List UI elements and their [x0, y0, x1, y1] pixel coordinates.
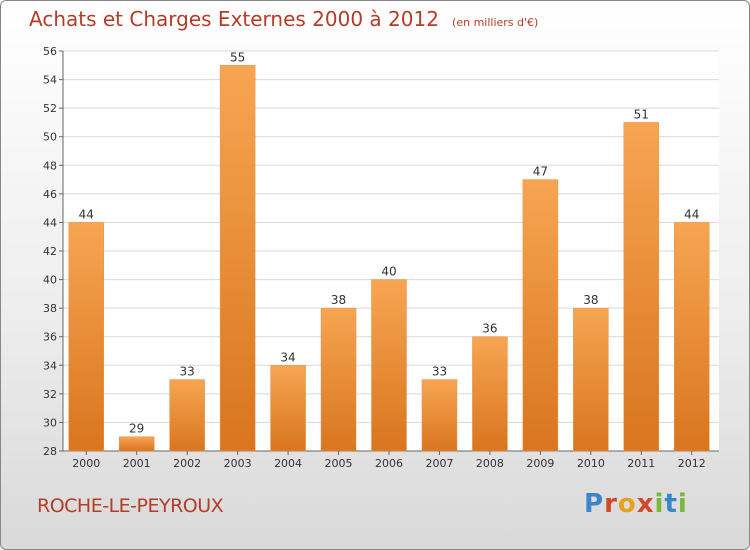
y-tick-label: 28: [43, 445, 57, 458]
y-tick-label: 48: [43, 159, 57, 172]
data-label: 33: [432, 365, 447, 379]
y-tick-label: 44: [43, 216, 57, 229]
y-tick-label: 36: [43, 331, 57, 344]
logo-letter: t: [664, 489, 678, 519]
data-label: 34: [280, 350, 295, 364]
x-tick-label: 2005: [325, 457, 353, 470]
chart-subtitle: (en milliers d'€): [452, 16, 539, 29]
data-label: 44: [79, 207, 94, 221]
y-tick-label: 50: [43, 131, 57, 144]
x-tick-label: 2007: [425, 457, 453, 470]
data-label: 38: [583, 293, 598, 307]
y-tick-label: 52: [43, 102, 57, 115]
logo-letter: i: [654, 489, 665, 519]
y-tick-label: 40: [43, 274, 57, 287]
y-tick-label: 34: [43, 359, 57, 372]
commune-name: ROCHE-LE-PEYROUX: [37, 495, 224, 517]
data-label: 40: [381, 265, 396, 279]
bar: [219, 65, 256, 452]
y-tick-label: 54: [43, 74, 57, 87]
y-tick-label: 38: [43, 302, 57, 315]
x-tick-label: 2011: [627, 457, 655, 470]
x-tick-label: 2000: [72, 457, 100, 470]
y-tick-label: 30: [43, 416, 57, 429]
data-label: 44: [684, 207, 699, 221]
y-tick-label: 32: [43, 388, 57, 401]
y-tick-label: 56: [43, 45, 57, 58]
data-label: 38: [331, 293, 346, 307]
data-label: 51: [634, 107, 649, 121]
bar: [169, 379, 205, 452]
proxiti-logo: Proxiti: [584, 489, 688, 519]
x-tick-label: 2009: [526, 457, 554, 470]
bar: [421, 379, 458, 452]
data-label: 36: [482, 322, 497, 336]
bar: [118, 436, 155, 452]
bar: [522, 179, 559, 452]
x-tick-label: 2010: [577, 457, 605, 470]
bar: [371, 279, 407, 452]
data-label: 33: [180, 365, 195, 379]
x-tick-label: 2002: [173, 457, 201, 470]
bar: [623, 122, 660, 452]
bar: [320, 307, 357, 452]
bar: [270, 365, 306, 452]
x-tick-label: 2012: [678, 457, 706, 470]
title-row: Achats et Charges Externes 2000 à 2012 (…: [29, 7, 538, 31]
logo-letter: i: [677, 489, 688, 519]
bar: [68, 222, 104, 452]
y-tick-label: 46: [43, 188, 57, 201]
x-tick-label: 2003: [224, 457, 252, 470]
logo-letter: P: [584, 489, 605, 519]
x-tick-label: 2001: [123, 457, 151, 470]
bar: [573, 307, 609, 452]
logo-letter: x: [636, 489, 655, 519]
data-label: 47: [533, 165, 548, 179]
bar: [674, 222, 710, 452]
y-tick-label: 42: [43, 245, 57, 258]
data-label: 29: [129, 422, 144, 436]
chart-title: Achats et Charges Externes 2000 à 2012: [29, 7, 439, 31]
logo-letter: o: [617, 489, 637, 519]
x-tick-label: 2004: [274, 457, 302, 470]
bar: [472, 336, 508, 452]
data-label: 55: [230, 50, 245, 64]
x-tick-label: 2008: [476, 457, 504, 470]
x-tick-label: 2006: [375, 457, 403, 470]
logo-letter: r: [604, 489, 618, 519]
